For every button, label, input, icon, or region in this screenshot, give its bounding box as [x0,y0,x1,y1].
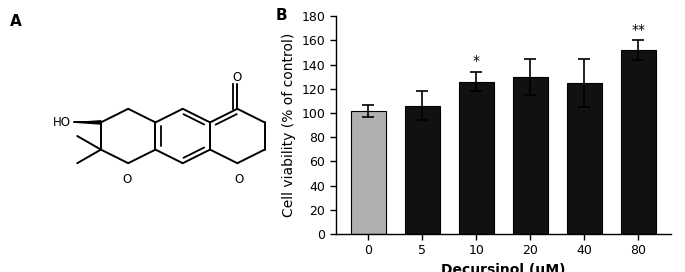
Text: **: ** [632,23,645,37]
Bar [351,111,386,234]
Y-axis label: Cell viability (% of control): Cell viability (% of control) [282,33,296,217]
Text: *: * [473,54,480,68]
X-axis label: Decursinol (μM): Decursinol (μM) [441,263,566,272]
Text: O: O [233,71,242,84]
Text: O: O [234,173,244,186]
Text: B: B [275,8,287,23]
Bar [621,50,656,234]
Text: HO: HO [53,116,71,129]
Bar [459,82,494,234]
Text: A: A [10,14,21,29]
Text: O: O [122,173,132,186]
Bar [513,77,548,234]
Bar [405,106,440,234]
Bar [567,83,602,234]
Polygon shape [77,121,101,124]
